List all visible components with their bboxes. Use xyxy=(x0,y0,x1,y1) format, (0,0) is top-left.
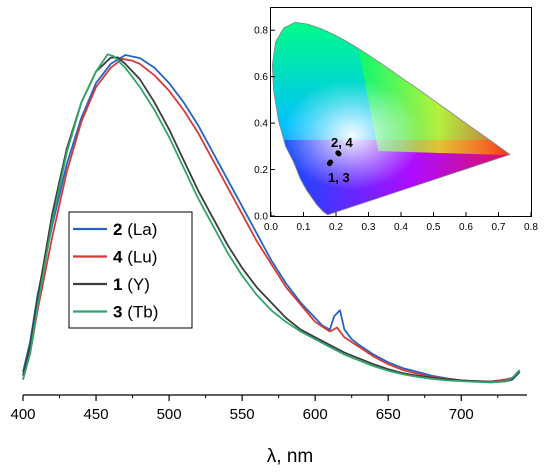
series-line-3 xyxy=(22,53,521,384)
cie-locus-outline xyxy=(271,21,511,216)
x-tick-label: 400 xyxy=(10,406,35,423)
cie-point-4 xyxy=(336,151,342,157)
inset-y-tick-label: 0.6 xyxy=(254,72,268,83)
legend-box xyxy=(68,211,193,329)
x-tick-label: 700 xyxy=(449,406,474,423)
x-tick-label: 450 xyxy=(84,406,109,423)
x-tick-label: 550 xyxy=(230,406,255,423)
spectra-series xyxy=(22,53,521,384)
cie-points xyxy=(326,150,342,167)
inset-y-tick-label: 0.8 xyxy=(254,26,268,37)
x-axis-ticks: 400 450 500 550 600 650 700 xyxy=(10,395,499,423)
legend-label-4: 4 (Lu) xyxy=(113,248,157,267)
inset-x-tick-label: 0.4 xyxy=(394,222,408,233)
legend-label-3: 3 (Tb) xyxy=(113,303,158,322)
inset-y-tick-label: 0.2 xyxy=(254,165,268,176)
cie-label-upper: 2, 4 xyxy=(331,135,353,150)
cie-point-3 xyxy=(326,160,333,167)
x-axis-label: λ, nm xyxy=(267,446,313,467)
inset-x-tick-label: 0.7 xyxy=(492,222,506,233)
legend-label-2: 2 (La) xyxy=(113,220,157,239)
cie-color-fill xyxy=(272,22,510,215)
inset-ticks: 0.0 0.1 0.2 0.3 0.4 0.5 0.6 0.7 0.8 0.0 0.2 0.4 0.6 0… xyxy=(254,26,538,233)
inset-x-tick-label: 0.8 xyxy=(524,222,538,233)
inset-frame xyxy=(270,7,532,217)
x-tick-label: 600 xyxy=(303,406,328,423)
inset-x-tick-label: 0.0 xyxy=(264,222,278,233)
cie-label-lower: 1, 3 xyxy=(328,170,350,185)
x-tick-label: 500 xyxy=(157,406,182,423)
inset-x-tick-label: 0.1 xyxy=(297,222,311,233)
x-tick-label: 650 xyxy=(376,406,401,423)
inset-x-tick-label: 0.3 xyxy=(362,222,376,233)
inset-x-tick-label: 0.2 xyxy=(329,222,343,233)
inset-y-tick-label: 0.0 xyxy=(254,212,268,223)
legend-label-1: 1 (Y) xyxy=(113,275,150,294)
legend: 2 (La) 4 (Lu) 1 (Y) 3 (Tb) xyxy=(68,211,193,329)
cie-inset: 0.0 0.1 0.2 0.3 0.4 0.5 0.6 0.7 0.8 0.0 0.2 0.4 0.6 0… xyxy=(254,7,538,233)
inset-x-tick-label: 0.5 xyxy=(427,222,441,233)
inset-x-tick-label: 0.6 xyxy=(459,222,473,233)
inset-y-tick-label: 0.4 xyxy=(254,119,268,130)
